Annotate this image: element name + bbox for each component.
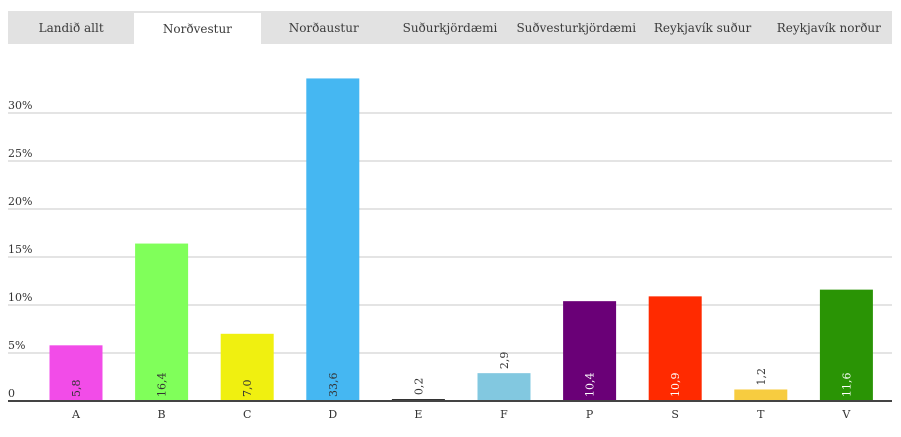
- x-tick-label: P: [586, 408, 594, 421]
- x-tick-label: B: [158, 408, 166, 421]
- x-tick-label: S: [671, 408, 679, 421]
- bar-value-label: 16,4: [156, 373, 169, 398]
- bar: [477, 373, 531, 401]
- tab-nordaustur[interactable]: Norðaustur: [288, 20, 359, 35]
- x-tick-label: V: [841, 408, 851, 421]
- bar: [306, 78, 360, 401]
- bars: [49, 78, 873, 401]
- y-tick-label: 5%: [8, 339, 25, 352]
- bar-value-label: 10,9: [669, 373, 682, 398]
- y-tick-label: 25%: [8, 147, 32, 160]
- x-tick-label: C: [243, 408, 251, 421]
- x-tick-label: T: [757, 408, 765, 421]
- bar-value-label: 5,8: [70, 380, 83, 398]
- x-tick-label: A: [71, 408, 81, 421]
- bar: [220, 333, 274, 401]
- y-tick-label: 20%: [8, 195, 32, 208]
- bar-value-label: 33,6: [327, 373, 340, 398]
- bar-value-label: 10,4: [584, 373, 597, 398]
- bar-value-label: 7,0: [241, 380, 254, 398]
- constituency-tabs: Landið allt Norðvestur Norðaustur Suðurk…: [8, 11, 892, 44]
- bar-value-label: 2,9: [498, 352, 511, 370]
- y-tick-label: 15%: [8, 243, 32, 256]
- x-tick-label: E: [414, 408, 422, 421]
- tab-sudurkjordaemi[interactable]: Suðurkjördæmi: [402, 20, 498, 35]
- bar: [135, 243, 189, 401]
- y-tick-label: 0: [8, 387, 15, 400]
- labels: 5,8 A 16,4 B 7,0 C 33,6 D 0,2 E 2,9 F 10,4 P 10,9 S 1,2 T…: [8, 352, 892, 421]
- bar: [49, 345, 103, 401]
- bar-value-label: 0,2: [412, 378, 425, 396]
- tab-sudvesturkjordaemi[interactable]: Suðvesturkjördæmi: [516, 20, 637, 35]
- x-tick-label: D: [328, 408, 337, 421]
- bar: [563, 301, 617, 401]
- tab-nordvestur[interactable]: Norðvestur: [134, 13, 261, 44]
- y-tick-label: 10%: [8, 291, 32, 304]
- tab-reykjavik-nordur[interactable]: Reykjavík norður: [776, 20, 881, 35]
- bar: [648, 296, 702, 401]
- tab-landid-allt[interactable]: Landið allt: [38, 20, 104, 35]
- bar-value-label: 11,6: [840, 373, 853, 398]
- x-tick-label: F: [500, 408, 508, 421]
- y-tick-label: 30%: [8, 99, 32, 112]
- tab-reykjavik-sudur[interactable]: Reykjavík suður: [653, 20, 752, 35]
- bar: [734, 389, 788, 401]
- bar: [819, 289, 873, 401]
- bar-value-label: 1,2: [755, 368, 768, 386]
